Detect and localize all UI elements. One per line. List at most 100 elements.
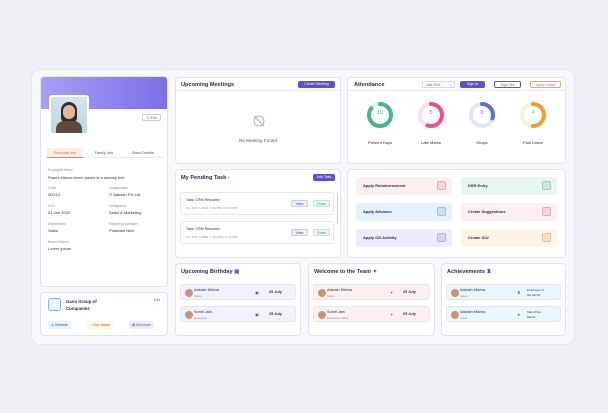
no-meeting-icon: [253, 115, 265, 127]
achievements-card: Achievements ♜ Aakash Mishra Sales ♜ Emp…: [441, 263, 566, 336]
cake-icon: ▣: [255, 290, 259, 295]
birthday-date: 25 July: [269, 290, 282, 294]
brochure-link[interactable]: ▤ Brochure: [129, 321, 154, 329]
attendance-stat: 0 0Days: [465, 100, 499, 160]
achievement-name: Aakash Mishra: [460, 288, 486, 292]
attendance-stat: 4 Paid Leave: [516, 100, 550, 160]
done-task-button[interactable]: Done: [313, 229, 330, 236]
avatar: [451, 289, 459, 297]
birthday-name: Aakash Mishra: [194, 288, 220, 292]
view-task-button[interactable]: View: [291, 229, 308, 236]
company-card: Gami Group of Companies Edit ◎ Website ◌…: [40, 292, 168, 336]
welcome-date: 25 July: [403, 290, 416, 294]
award-line1: Star of the: [527, 310, 541, 314]
avatar: [318, 289, 326, 297]
birthday-date: 25 July: [269, 312, 282, 316]
avatar: [451, 311, 459, 319]
designation-label: Designation: [109, 204, 127, 208]
welcome-row: Aakash Mishra Sales ✦ 25 July: [313, 284, 430, 300]
attendance-label: Present Days: [367, 140, 392, 145]
profile-photo: [49, 95, 89, 135]
designation-value: Sales & Marketing: [109, 210, 142, 215]
apply-reimbursement-tile[interactable]: Apply Reimbursement: [356, 177, 452, 195]
welcome-card: Welcome to the Team ✦ Aakash Mishra Sale…: [308, 263, 435, 336]
manager-value: Prashant Neel: [109, 228, 135, 233]
attendance-label: Paid Leave: [522, 140, 543, 145]
attendance-ring: [469, 102, 495, 128]
dsr-entry-tile[interactable]: DSR Entry: [461, 177, 557, 195]
dashboard-shell: ✎ Edit Personal Info Family Info Bank De…: [32, 70, 574, 344]
document-icon: [542, 181, 551, 190]
task-item: Task: CRM Resolved Fri, 26th-7-2024, 4:3…: [180, 221, 334, 244]
cake-icon: ▣: [255, 312, 259, 317]
attendance-value: 5: [429, 110, 433, 116]
edit-profile-button[interactable]: ✎ Edit: [142, 114, 161, 121]
view-task-button[interactable]: View: [291, 200, 308, 207]
book-icon: ▤: [132, 323, 137, 327]
no-meeting-text: No Meeting Found: [239, 138, 277, 143]
attendance-value: 0: [480, 110, 484, 116]
sign-in-button[interactable]: Sign In: [460, 81, 485, 88]
done-task-button[interactable]: Done: [313, 200, 330, 207]
task-scrollbar[interactable]: [336, 194, 338, 224]
code-label: Code: [48, 186, 57, 190]
award-line2: the Month: [527, 293, 541, 297]
company-logo-icon: [48, 298, 61, 311]
pending-task-title: My Pending Task ›: [181, 175, 230, 181]
birthday-row: Sumit Jain Executive ▣ 25 July: [180, 306, 296, 322]
avatar: [185, 311, 193, 319]
task-title: Task: CRM Resolved: [186, 227, 220, 231]
website-link[interactable]: ◎ Website: [48, 321, 72, 329]
apply-advance-tile[interactable]: Apply Advance: [356, 203, 452, 221]
apply-od-activity-tile[interactable]: Apply OD Activity: [356, 229, 452, 247]
welcome-role: Executive Sales: [327, 316, 349, 320]
department-label: Department: [48, 222, 66, 226]
quick-actions-card: Apply Reimbursement DSR Entry Apply Adva…: [347, 169, 566, 258]
welcome-date: 25 July: [403, 312, 416, 316]
attendance-value: 10: [376, 110, 384, 116]
trophy-icon: ♜: [486, 269, 492, 275]
avatar: [318, 311, 326, 319]
tab-bank-details[interactable]: Bank Details: [132, 151, 154, 155]
apply-leave-button[interactable]: Apply Leave: [530, 81, 561, 88]
org-label: Organization: [109, 186, 129, 190]
our-vision-link[interactable]: ◌ Our Vision: [87, 321, 113, 329]
attendance-stat: 10 Present Days: [363, 100, 397, 160]
party-icon: ✦: [372, 269, 378, 275]
welcome-role: Sales: [327, 294, 335, 298]
org-value: IT Aakash Pvt Ltd: [109, 192, 141, 197]
attendance-ring: [367, 102, 393, 128]
attendance-stat: 5 Late Marks: [414, 100, 448, 160]
achievement-row: Aakash Mishra Sales ♜ Employee of the Mo…: [446, 284, 561, 300]
welcome-name: Aakash Mishra: [327, 288, 353, 292]
task-title: Task: CRM Resolved: [186, 198, 220, 202]
achievement-row: Aakash Mishra Sales ★ Star of the Month: [446, 306, 561, 322]
company-name-line2: Companies: [66, 306, 90, 311]
create-meeting-button[interactable]: Create Meeting: [298, 81, 335, 88]
doj-value: 01 Jan 2020: [48, 210, 71, 215]
create-suggestions-tile[interactable]: Create Suggestions: [461, 203, 557, 221]
attendance-ring: [418, 102, 444, 128]
company-edit-link[interactable]: Edit: [153, 298, 160, 302]
chevron-down-icon: ⌄: [449, 83, 452, 87]
note-icon: [542, 233, 551, 242]
employee-name: Prachi Mishra lorem ipsum is a dummy tex…: [48, 175, 125, 180]
pending-task-card: My Pending Task › Add Task Task: CRM Res…: [175, 169, 341, 258]
birthday-row: Aakash Mishra Sales ▣ 25 July: [180, 284, 296, 300]
month-select[interactable]: July 2024 ⌄: [422, 81, 455, 88]
avatar: [185, 289, 193, 297]
birthday-name: Sumit Jain: [194, 310, 212, 314]
achievement-role: Sales: [460, 316, 468, 320]
sign-out-button[interactable]: Sign Out: [494, 81, 521, 88]
code-value: 0DX12: [48, 192, 61, 197]
meetings-card: Upcoming Meetings Create Meeting No Meet…: [175, 77, 341, 164]
attendance-card: Attendance July 2024 ⌄ Sign In Sign Out A…: [347, 77, 566, 164]
welcome-name: Sumit Jain: [327, 310, 345, 314]
tab-family-info[interactable]: Family Info: [94, 151, 114, 155]
tab-personal-info[interactable]: Personal Info: [47, 148, 83, 158]
branch-value: Lorem ipsum: [48, 246, 72, 251]
profile-tabs: Personal Info Family Info Bank Details: [47, 148, 163, 158]
birthday-role: Sales: [194, 294, 202, 298]
create-iou-tile[interactable]: Create IOU: [461, 229, 557, 247]
add-task-button[interactable]: Add Task: [313, 174, 335, 181]
